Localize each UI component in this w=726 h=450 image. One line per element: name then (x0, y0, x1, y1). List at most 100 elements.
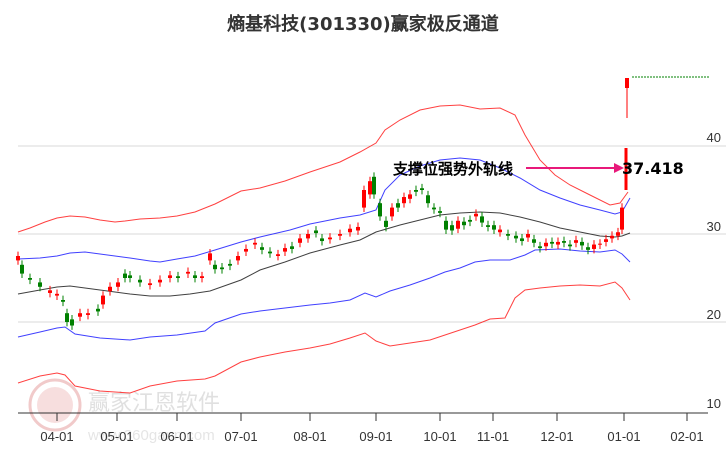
projection (624, 76, 710, 190)
candle (55, 293, 59, 296)
projection-candle (625, 78, 629, 88)
candle (408, 194, 412, 199)
candle (372, 176, 376, 195)
candle (176, 276, 180, 278)
candle (396, 203, 400, 208)
candle (314, 230, 318, 234)
candle (598, 243, 602, 245)
middle-line (17, 211, 631, 297)
candle (70, 319, 74, 326)
candle (96, 308, 100, 312)
candle (402, 197, 406, 204)
candle (86, 313, 90, 315)
candle (474, 213, 478, 217)
x-tick-label: 08-01 (293, 429, 326, 444)
annotation-value: 37.418 (622, 159, 684, 178)
candle (276, 254, 280, 256)
candle (384, 220, 388, 227)
arrow-right-icon (614, 163, 624, 173)
x-tick-label: 06-01 (160, 429, 193, 444)
candle (236, 256, 240, 261)
candle (544, 242, 548, 247)
candle (486, 225, 490, 227)
candle (38, 282, 42, 287)
candle (550, 241, 554, 244)
y-tick-30: 30 (707, 219, 721, 234)
candle (426, 195, 430, 204)
candle (128, 275, 132, 278)
candle (298, 238, 302, 243)
candle (16, 256, 20, 261)
lower-inner-band (17, 248, 631, 341)
candle (283, 248, 287, 252)
candle (158, 279, 162, 283)
candle (290, 246, 294, 249)
candle (320, 238, 324, 242)
candle (414, 190, 418, 192)
candle (456, 220, 460, 229)
candle (444, 220, 448, 230)
candle (498, 229, 502, 233)
candle (520, 238, 524, 242)
annotation-label: 支撑位强势外轨线 (392, 160, 513, 178)
candle (390, 207, 394, 217)
candle (186, 271, 190, 274)
candle (220, 267, 224, 270)
candle (116, 282, 120, 287)
x-tick-label: 12-01 (540, 429, 573, 444)
x-tick-label: 10-01 (423, 429, 456, 444)
candlesticks (16, 172, 624, 330)
x-tick-label: 01-01 (607, 429, 640, 444)
candle (604, 239, 608, 242)
y-axis-labels: 40 30 20 10 (707, 130, 721, 411)
candle (526, 234, 530, 238)
candle (616, 232, 620, 236)
candle (432, 207, 436, 210)
candle (328, 237, 332, 240)
x-axis: 04-01 05-01 06-01 07-01 08-01 09-01 10-01 11-01… (18, 412, 708, 444)
candle (368, 181, 372, 195)
chart-title: 熵基科技(301330)赢家极反通道 (227, 14, 499, 35)
x-tick-label: 02-01 (670, 429, 703, 444)
candle (78, 313, 82, 317)
candle (420, 188, 424, 190)
candle (213, 264, 217, 270)
lower-outer-band (17, 281, 631, 394)
candle (348, 228, 352, 233)
candle (506, 234, 510, 236)
candle (20, 264, 24, 274)
candle (378, 203, 382, 217)
candle (28, 278, 32, 280)
y-tick-20: 20 (707, 307, 721, 322)
watermark-url: www.360gann.com (87, 427, 215, 444)
candle (268, 251, 272, 254)
candle (480, 216, 484, 223)
upper-outer-band (17, 104, 629, 233)
candle (362, 190, 366, 208)
candle (462, 221, 466, 226)
candle (253, 242, 257, 245)
watermark-name: 赢家江恩软件 (88, 391, 220, 416)
candle (193, 275, 197, 278)
x-tick-label: 04-01 (40, 429, 73, 444)
candle (260, 247, 264, 250)
candle (580, 241, 584, 246)
candle (61, 300, 65, 302)
x-tick-label: 09-01 (359, 429, 392, 444)
candle (306, 234, 310, 239)
candle (244, 248, 248, 252)
candle (48, 290, 52, 293)
watermark: 赢家江恩软件 www.360gann.com (28, 378, 220, 444)
candle (148, 283, 152, 286)
x-tick-label: 11-01 (477, 429, 509, 444)
candle (108, 286, 112, 292)
candle (200, 276, 204, 278)
candle (574, 240, 578, 243)
candle (556, 241, 560, 245)
y-tick-40: 40 (707, 130, 721, 145)
candle (138, 279, 142, 283)
y-tick-10: 10 (707, 396, 721, 411)
candle (620, 207, 624, 230)
candle (492, 225, 496, 230)
